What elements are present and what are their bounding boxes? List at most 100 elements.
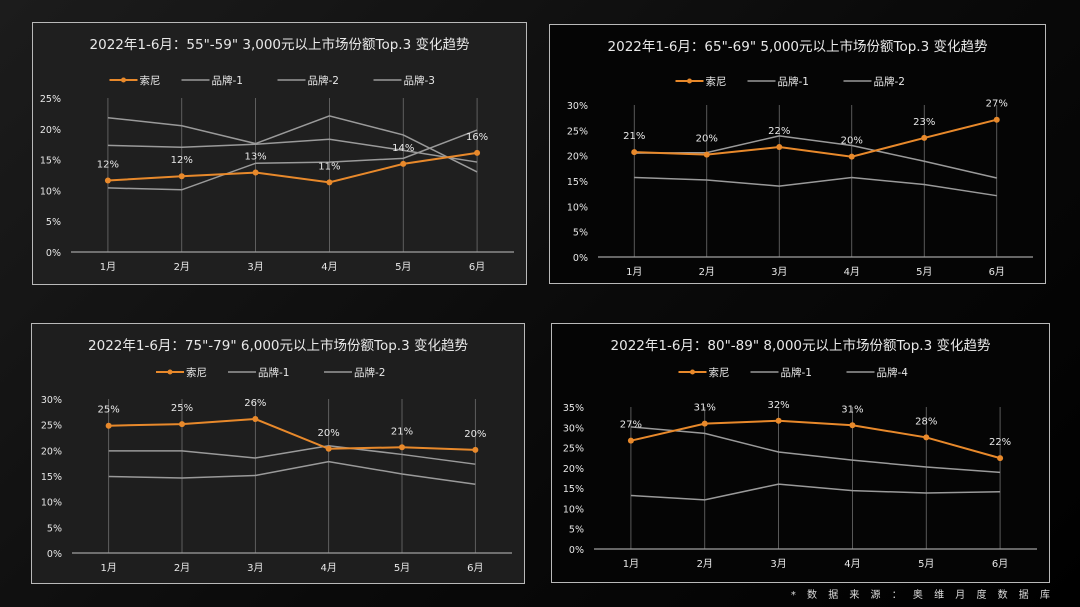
x-tick-label: 5月 xyxy=(918,558,934,570)
data-label: 31% xyxy=(841,404,863,415)
data-label: 14% xyxy=(392,143,414,154)
chart-title: 2022年1-6月：80"-89" 8,000元以上市场份额Top.3 变化趋势 xyxy=(610,338,991,354)
data-point xyxy=(105,422,112,429)
y-tick-label: 30% xyxy=(41,395,62,406)
legend-label: 索尼 xyxy=(706,75,727,88)
legend-label: 索尼 xyxy=(186,366,207,379)
x-tick-label: 3月 xyxy=(771,266,787,278)
data-point xyxy=(252,416,259,423)
x-tick-label: 2月 xyxy=(174,261,190,273)
data-label: 20% xyxy=(841,136,863,147)
x-tick-label: 1月 xyxy=(626,266,642,278)
x-tick-label: 5月 xyxy=(916,266,932,278)
legend-label: 品牌-2 xyxy=(308,74,339,87)
data-label: 31% xyxy=(694,403,716,414)
x-tick-label: 4月 xyxy=(844,266,860,278)
data-label: 23% xyxy=(913,117,935,128)
x-tick-label: 6月 xyxy=(467,562,483,574)
y-tick-label: 10% xyxy=(41,498,62,509)
y-tick-label: 10% xyxy=(567,202,588,213)
data-point xyxy=(775,417,782,424)
series-line-品牌-3 xyxy=(107,129,478,191)
data-label: 25% xyxy=(171,403,193,414)
data-point xyxy=(631,149,638,156)
legend-label: 索尼 xyxy=(709,366,730,379)
y-tick-label: 10% xyxy=(40,186,61,197)
y-tick-label: 0% xyxy=(569,545,584,556)
x-tick-label: 2月 xyxy=(697,558,713,570)
legend-label: 品牌-1 xyxy=(781,366,812,379)
x-tick-label: 4月 xyxy=(320,562,336,574)
data-label: 21% xyxy=(623,131,645,142)
series-line-品牌-4 xyxy=(630,483,1001,501)
y-tick-label: 25% xyxy=(567,126,588,137)
y-tick-label: 15% xyxy=(563,484,584,495)
chart-title: 2022年1-6月：75"-79" 6,000元以上市场份额Top.3 变化趋势 xyxy=(88,338,468,354)
x-tick-label: 1月 xyxy=(100,562,116,574)
data-label: 11% xyxy=(318,161,340,172)
y-tick-label: 20% xyxy=(40,125,61,136)
x-tick-label: 4月 xyxy=(844,558,860,570)
y-tick-label: 35% xyxy=(563,403,584,414)
line-chart: 索尼 品牌-1 品牌-4 0% 5% 10% 15% 20% 25% 30% 35% 1月 2月 3月 4月… xyxy=(563,366,1037,570)
x-tick-label: 1月 xyxy=(623,558,639,570)
chart-panel-65-69: 2022年1-6月：65"-69" 5,000元以上市场份额Top.3 变化趋势… xyxy=(549,24,1046,284)
y-tick-label: 5% xyxy=(46,217,61,228)
chart-panel-75-79: 2022年1-6月：75"-79" 6,000元以上市场份额Top.3 变化趋势… xyxy=(31,323,525,584)
y-tick-label: 25% xyxy=(563,444,584,455)
series-line-索尼 xyxy=(107,151,478,184)
x-tick-label: 3月 xyxy=(770,558,786,570)
y-tick-label: 5% xyxy=(47,523,62,534)
x-tick-label: 5月 xyxy=(395,261,411,273)
y-tick-label: 20% xyxy=(563,464,584,475)
data-point xyxy=(399,444,405,451)
series-line-索尼 xyxy=(630,419,1001,460)
data-label: 20% xyxy=(464,429,486,440)
legend-label: 品牌-3 xyxy=(404,74,435,87)
data-label: 22% xyxy=(768,126,790,137)
data-point xyxy=(997,455,1004,462)
x-tick-label: 3月 xyxy=(247,261,263,273)
data-label: 13% xyxy=(244,152,266,163)
y-tick-label: 0% xyxy=(46,248,61,259)
data-label: 27% xyxy=(620,420,642,431)
y-tick-label: 30% xyxy=(563,423,584,434)
series-line-品牌-2 xyxy=(634,176,997,197)
legend-marker xyxy=(167,369,173,375)
y-tick-label: 20% xyxy=(567,152,588,163)
data-point xyxy=(921,134,928,141)
y-tick-label: 10% xyxy=(563,504,584,515)
legend-marker xyxy=(687,78,692,84)
chart-panel-55-59: 2022年1-6月：55"-59" 3,000元以上市场份额Top.3 变化趋势… xyxy=(32,22,527,285)
y-tick-label: 5% xyxy=(569,525,584,536)
x-tick-label: 3月 xyxy=(247,562,263,574)
chart-panel-80-89: 2022年1-6月：80"-89" 8,000元以上市场份额Top.3 变化趋势… xyxy=(551,323,1050,583)
data-point xyxy=(400,160,407,167)
legend-marker xyxy=(121,77,126,83)
data-point xyxy=(472,446,479,453)
data-source-note: * 数 据 来 源 ： 奥 维 月 度 数 据 库 xyxy=(790,590,1054,601)
series-line-品牌-1 xyxy=(630,426,1001,474)
chart-title: 2022年1-6月：65"-69" 5,000元以上市场份额Top.3 变化趋势 xyxy=(607,39,988,55)
legend-label: 品牌-2 xyxy=(874,75,905,88)
legend-label: 品牌-4 xyxy=(877,366,909,379)
data-point xyxy=(703,151,710,158)
data-point xyxy=(178,173,185,180)
series-line-索尼 xyxy=(634,118,997,158)
data-point xyxy=(252,169,259,176)
line-chart: 索尼 品牌-1 品牌-2 0% 5% 10% 15% 20% 25% 30% 1月 2月 3月 4月 5月 6… xyxy=(567,75,1033,278)
data-point xyxy=(701,420,708,427)
x-tick-label: 1月 xyxy=(100,261,116,273)
data-point xyxy=(923,434,930,441)
legend-label: 品牌-1 xyxy=(212,74,243,87)
x-tick-label: 4月 xyxy=(321,261,337,273)
data-label: 27% xyxy=(986,99,1008,110)
y-tick-label: 15% xyxy=(41,472,62,483)
y-tick-label: 15% xyxy=(40,156,61,167)
data-label: 20% xyxy=(696,134,718,145)
data-label: 32% xyxy=(767,400,789,411)
line-chart: 索尼 品牌-1 品牌-2 品牌-3 0% 5% 10% 15% 20% 25% 1月 2月 3月 4月 5月… xyxy=(40,74,514,273)
data-point xyxy=(179,421,185,428)
data-point xyxy=(993,116,1000,123)
data-label: 12% xyxy=(97,160,119,171)
